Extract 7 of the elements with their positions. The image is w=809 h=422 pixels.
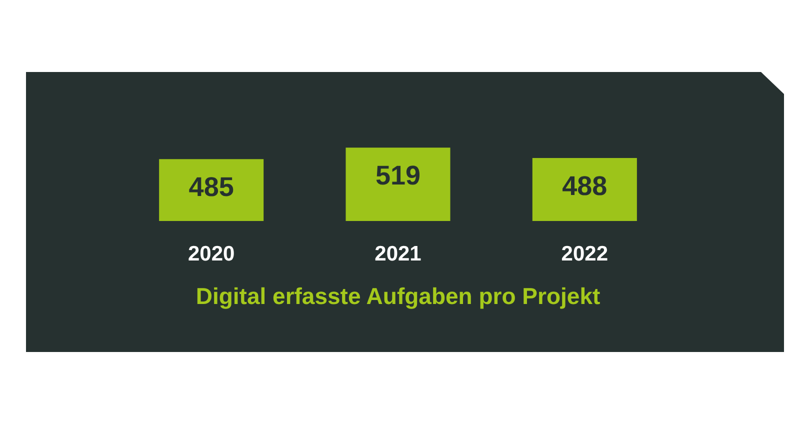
x-tick-label: 2022 xyxy=(561,242,608,266)
text: Digital erfasste Aufgaben pro Projekt xyxy=(196,283,600,309)
data-label: 488 xyxy=(562,171,608,202)
x-tick-label: 2020 xyxy=(188,242,235,266)
data-label: 519 xyxy=(375,160,421,191)
data-label: 485 xyxy=(188,172,234,202)
x-tick-label: 2021 xyxy=(374,242,422,266)
